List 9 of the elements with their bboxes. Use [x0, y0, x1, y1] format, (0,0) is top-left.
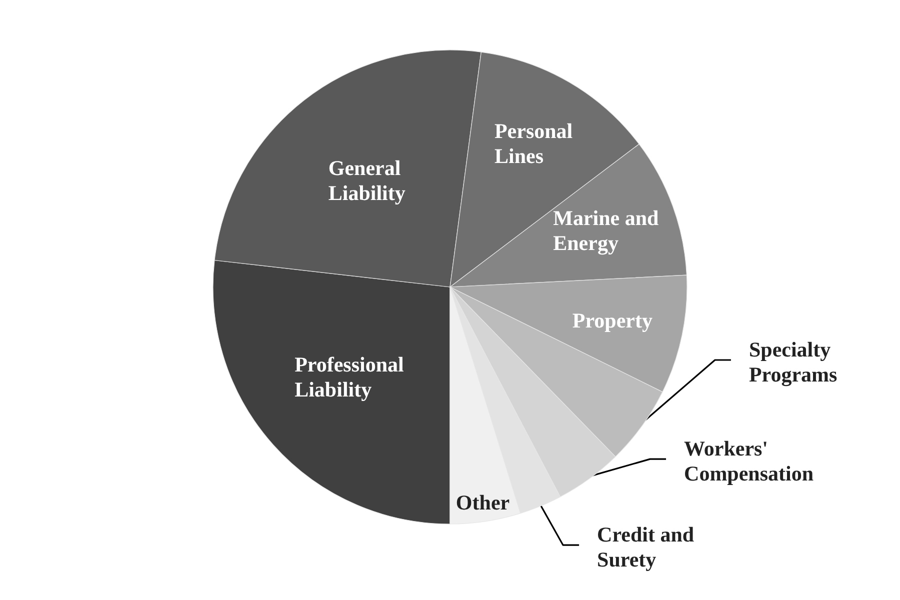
slice-label: Credit and Surety: [597, 522, 694, 572]
slice-label: Personal Lines: [494, 119, 573, 168]
slice-label: Property: [572, 308, 653, 333]
slice-label: Marine and Energy: [553, 206, 660, 255]
slice-label: Workers' Compensation: [684, 436, 814, 486]
slice-label: Specialty Programs: [748, 337, 838, 386]
slice-label: General Liability: [328, 156, 406, 206]
slice-label: Professional Liability: [294, 352, 404, 402]
slice-label: Other: [456, 490, 510, 515]
